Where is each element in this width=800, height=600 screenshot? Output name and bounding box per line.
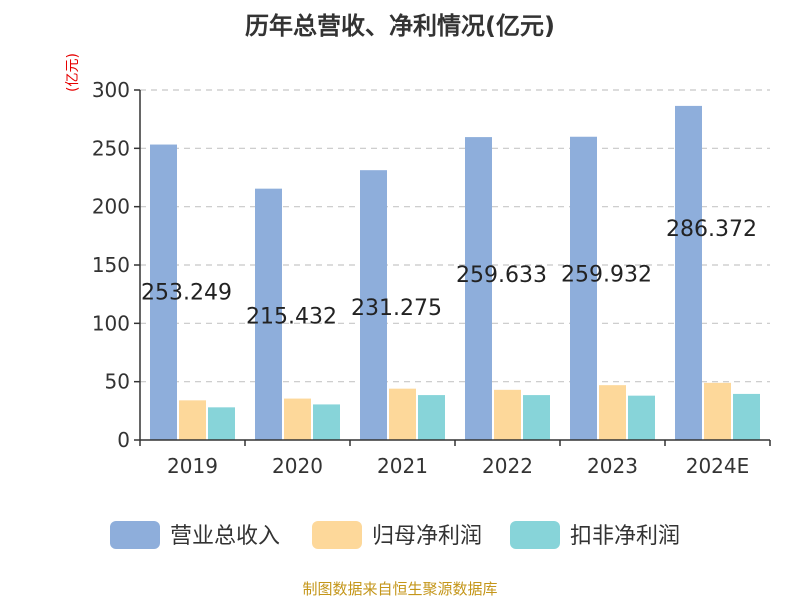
chart-title: 历年总营收、净利情况(亿元): [245, 12, 555, 40]
axes: 0 50 100 150 200 250 300 2019 2020 2021 2022 2023 20…: [92, 78, 771, 478]
y-tick-label: 150: [92, 253, 130, 277]
legend-label[interactable]: 营业总收入: [170, 524, 280, 549]
legend-swatch[interactable]: [312, 521, 362, 549]
bar[interactable]: [599, 385, 626, 440]
bars: [150, 105, 760, 441]
bar[interactable]: [494, 389, 521, 440]
bar[interactable]: [150, 144, 177, 440]
bar[interactable]: [523, 395, 550, 440]
bar[interactable]: [704, 382, 731, 440]
bar[interactable]: [284, 398, 311, 440]
y-tick-label: 300: [92, 78, 130, 102]
y-tick-label: 200: [92, 195, 130, 219]
y-tick-label: 50: [105, 370, 130, 394]
x-tick-label: 2021: [377, 454, 428, 478]
bar[interactable]: [313, 404, 340, 440]
x-tick-label: 2020: [272, 454, 323, 478]
legend-swatch[interactable]: [510, 521, 560, 549]
x-tick-label: 2022: [482, 454, 533, 478]
data-labels: 253.249 215.432 231.275 259.633 259.932 286.3…: [141, 217, 757, 330]
data-label: 231.275: [351, 296, 442, 321]
bar[interactable]: [418, 395, 445, 440]
y-tick-label: 0: [117, 428, 130, 452]
x-tick-label: 2023: [587, 454, 638, 478]
data-label: 259.633: [456, 263, 547, 288]
data-label: 253.249: [141, 281, 232, 306]
bar[interactable]: [675, 105, 702, 441]
bar[interactable]: [208, 407, 235, 440]
legend-label[interactable]: 归母净利润: [372, 524, 482, 549]
y-axis-unit: (亿元): [65, 53, 81, 92]
bar[interactable]: [465, 137, 492, 440]
y-tick-label: 250: [92, 136, 130, 160]
bar[interactable]: [179, 400, 206, 440]
bar[interactable]: [360, 170, 387, 440]
bar[interactable]: [628, 395, 655, 440]
x-tick-label: 2024E: [686, 454, 750, 478]
legend[interactable]: 营业总收入 归母净利润 扣非净利润: [110, 521, 680, 549]
bar[interactable]: [389, 388, 416, 440]
legend-swatch[interactable]: [110, 521, 160, 549]
grid-lines: [140, 89, 770, 383]
y-tick-label: 100: [92, 311, 130, 335]
bar[interactable]: [733, 393, 760, 440]
data-source-note: 制图数据来自恒生聚源数据库: [302, 580, 498, 598]
x-tick-label: 2019: [167, 454, 218, 478]
bar[interactable]: [255, 188, 282, 440]
legend-label[interactable]: 扣非净利润: [570, 524, 680, 549]
data-label: 215.432: [246, 305, 337, 330]
data-label: 286.372: [666, 217, 757, 242]
bar[interactable]: [570, 136, 597, 440]
data-label: 259.932: [561, 263, 652, 288]
